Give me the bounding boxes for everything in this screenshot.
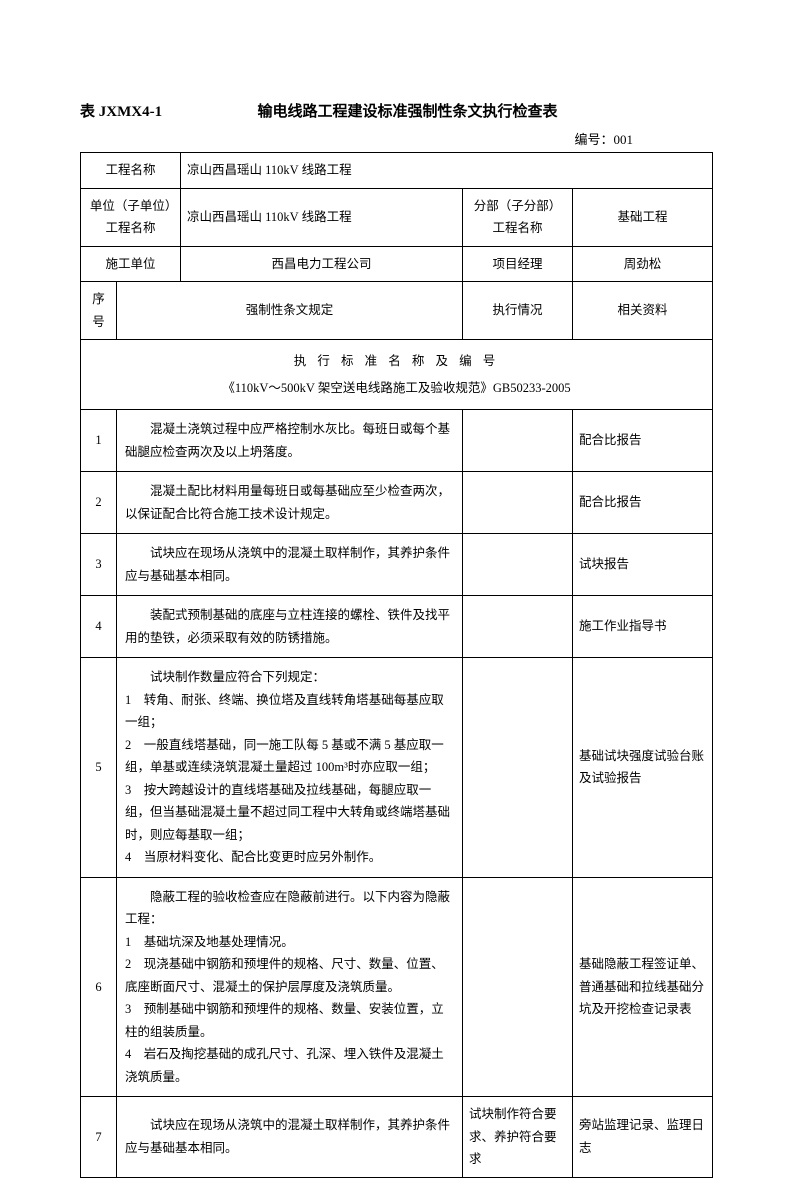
document-title: 输电线路工程建设标准强制性条文执行检查表: [102, 100, 713, 121]
construction-unit-label: 施工单位: [81, 246, 181, 282]
construction-unit-value: 西昌电力工程公司: [181, 246, 463, 282]
row-provision: 隐蔽工程的验收检查应在隐蔽前进行。以下内容为隐蔽工程： 1 基础坑深及地基处理情…: [117, 877, 463, 1097]
standard-row: 执 行 标 准 名 称 及 编 号 《110kV～500kV 架空送电线路施工及…: [81, 340, 713, 410]
row-seq: 2: [81, 472, 117, 534]
row-provision: 试块应在现场从浇筑中的混凝土取样制作，其养护条件应与基础基本相同。: [117, 534, 463, 596]
row-provision: 混凝土浇筑过程中应严格控制水灰比。每班日或每个基础腿应检查两次及以上坍落度。: [117, 410, 463, 472]
table-row: 6 隐蔽工程的验收检查应在隐蔽前进行。以下内容为隐蔽工程： 1 基础坑深及地基处…: [81, 877, 713, 1097]
col-provision: 强制性条文规定: [117, 282, 463, 340]
row-execution: [462, 658, 572, 878]
unit-value: 凉山西昌瑶山 110kV 线路工程: [181, 188, 463, 246]
document-number: 编号：001: [80, 129, 713, 148]
row-material: 试块报告: [572, 534, 712, 596]
row-material: 配合比报告: [572, 410, 712, 472]
row-material: 基础隐蔽工程签证单、普通基础和拉线基础分坑及开挖检查记录表: [572, 877, 712, 1097]
col-seq: 序号: [81, 282, 117, 340]
row-seq: 4: [81, 596, 117, 658]
col-material: 相关资料: [572, 282, 712, 340]
col-execution: 执行情况: [462, 282, 572, 340]
unit-label: 单位（子单位）工程名称: [81, 188, 181, 246]
row-seq: 7: [81, 1097, 117, 1178]
row-material: 旁站监理记录、监理日志: [572, 1097, 712, 1178]
table-row: 3 试块应在现场从浇筑中的混凝土取样制作，其养护条件应与基础基本相同。 试块报告: [81, 534, 713, 596]
header-row: 表 JXMX4-1 输电线路工程建设标准强制性条文执行检查表: [80, 100, 713, 121]
row-seq: 1: [81, 410, 117, 472]
project-name-row: 工程名称 凉山西昌瑶山 110kV 线路工程: [81, 153, 713, 189]
row-execution: 试块制作符合要求、养护符合要求: [462, 1097, 572, 1178]
standard-name: 《110kV～500kV 架空送电线路施工及验收规范》GB50233-2005: [87, 377, 706, 400]
row-material: 基础试块强度试验台账及试验报告: [572, 658, 712, 878]
row-provision: 装配式预制基础的底座与立柱连接的螺栓、铁件及找平用的垫铁，必须采取有效的防锈措施…: [117, 596, 463, 658]
standard-header-cell: 执 行 标 准 名 称 及 编 号 《110kV～500kV 架空送电线路施工及…: [81, 340, 713, 410]
row-seq: 6: [81, 877, 117, 1097]
row-seq: 3: [81, 534, 117, 596]
row-provision: 试块应在现场从浇筑中的混凝土取样制作，其养护条件应与基础基本相同。: [117, 1097, 463, 1178]
sub-label: 分部（子分部）工程名称: [462, 188, 572, 246]
sub-value: 基础工程: [572, 188, 712, 246]
table-row: 5 试块制作数量应符合下列规定： 1 转角、耐张、终端、换位塔及直线转角塔基础每…: [81, 658, 713, 878]
row-execution: [462, 410, 572, 472]
row-provision: 混凝土配比材料用量每班日或每基础应至少检查两次，以保证配合比符合施工技术设计规定…: [117, 472, 463, 534]
row-execution: [462, 877, 572, 1097]
pm-value: 周劲松: [572, 246, 712, 282]
row-seq: 5: [81, 658, 117, 878]
project-name-label: 工程名称: [81, 153, 181, 189]
row-execution: [462, 534, 572, 596]
pm-label: 项目经理: [462, 246, 572, 282]
table-row: 4 装配式预制基础的底座与立柱连接的螺栓、铁件及找平用的垫铁，必须采取有效的防锈…: [81, 596, 713, 658]
table-row: 7 试块应在现场从浇筑中的混凝土取样制作，其养护条件应与基础基本相同。试块制作符…: [81, 1097, 713, 1178]
row-execution: [462, 596, 572, 658]
row-material: 施工作业指导书: [572, 596, 712, 658]
unit-row: 单位（子单位）工程名称 凉山西昌瑶山 110kV 线路工程 分部（子分部）工程名…: [81, 188, 713, 246]
table-row: 1 混凝土浇筑过程中应严格控制水灰比。每班日或每个基础腿应检查两次及以上坍落度。…: [81, 410, 713, 472]
inspection-table: 工程名称 凉山西昌瑶山 110kV 线路工程 单位（子单位）工程名称 凉山西昌瑶…: [80, 152, 713, 1178]
table-row: 2 混凝土配比材料用量每班日或每基础应至少检查两次，以保证配合比符合施工技术设计…: [81, 472, 713, 534]
row-material: 配合比报告: [572, 472, 712, 534]
row-execution: [462, 472, 572, 534]
column-header-row: 序号 强制性条文规定 执行情况 相关资料: [81, 282, 713, 340]
row-provision: 试块制作数量应符合下列规定： 1 转角、耐张、终端、换位塔及直线转角塔基础每基应…: [117, 658, 463, 878]
project-name-value: 凉山西昌瑶山 110kV 线路工程: [181, 153, 713, 189]
standard-header-line: 执 行 标 准 名 称 及 编 号: [87, 350, 706, 373]
construction-row: 施工单位 西昌电力工程公司 项目经理 周劲松: [81, 246, 713, 282]
